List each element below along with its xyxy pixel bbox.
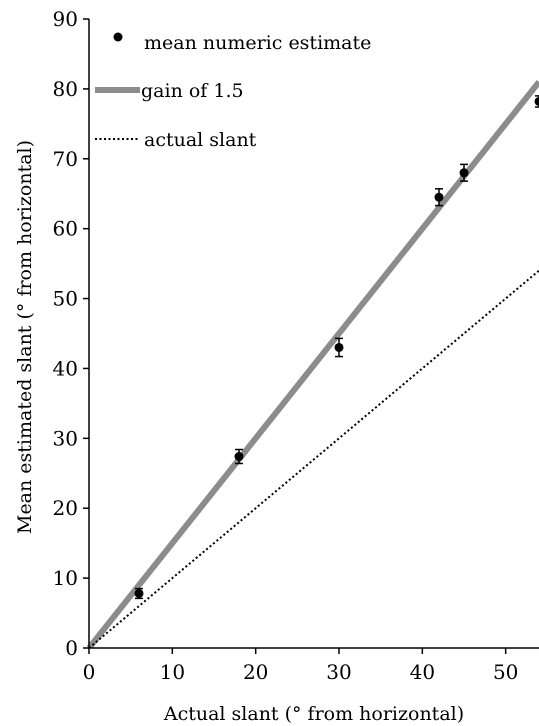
x-tick-label-3: 30 (326, 660, 351, 684)
legend-marker-0 (113, 32, 123, 42)
y-tick-label-5: 50 (53, 287, 78, 311)
data-point-3 (434, 192, 444, 202)
y-axis-title: Mean estimated slant (° from horizontal) (14, 140, 36, 534)
x-tick-label-1: 10 (160, 660, 185, 684)
y-tick-label-4: 40 (53, 356, 78, 380)
y-tick-label-9: 90 (53, 7, 78, 31)
y-tick-label-2: 20 (53, 496, 78, 520)
x-tick-label-0: 0 (83, 660, 96, 684)
legend-label-1: gain of 1.5 (141, 80, 244, 102)
x-tick-label-2: 20 (243, 660, 268, 684)
x-axis-title: Actual slant (° from horizontal) (163, 703, 464, 725)
y-tick-label-6: 60 (53, 217, 78, 241)
series-line-2 (88, 269, 539, 648)
y-tick-label-0: 0 (65, 636, 78, 660)
plot-layer (87, 80, 539, 648)
series-line-1 (87, 80, 539, 648)
y-tick-label-7: 70 (53, 147, 78, 171)
y-tick-label-3: 30 (53, 426, 78, 450)
legend-label-2: actual slant (144, 129, 257, 151)
legend-label-0: mean numeric estimate (144, 32, 371, 54)
data-point-0 (134, 588, 144, 598)
x-tick-label-5: 50 (493, 660, 518, 684)
data-point-5 (534, 96, 539, 106)
data-point-1 (234, 452, 244, 462)
data-point-2 (334, 342, 344, 352)
axes-layer: 0 10 20 30 40 50 60 70 80 90 0 10 20 30 40 50 (53, 7, 539, 684)
y-tick-label-1: 10 (53, 566, 78, 590)
data-point-4 (459, 168, 469, 178)
legend: mean numeric estimate gain of 1.5 actual s… (95, 32, 371, 151)
x-tick-label-4: 40 (410, 660, 435, 684)
y-tick-label-8: 80 (53, 77, 78, 101)
